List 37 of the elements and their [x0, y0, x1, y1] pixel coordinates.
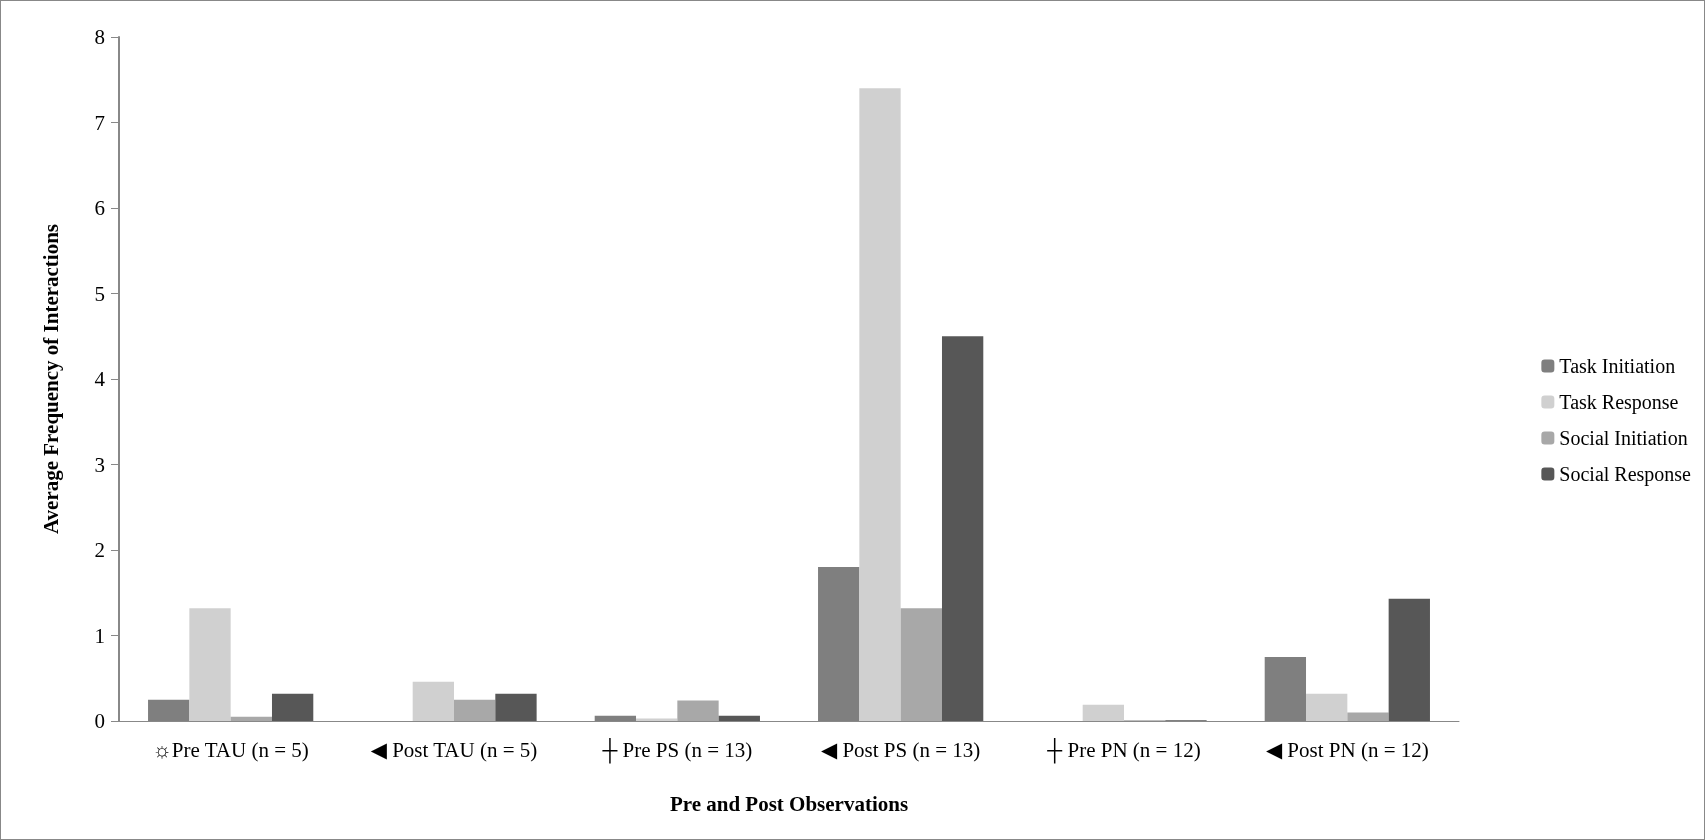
y-tick-label: 4 — [94, 367, 106, 391]
y-tick-label: 1 — [94, 623, 105, 648]
bar — [412, 681, 454, 721]
x-tick-label: ┼ Pre PS (n = 13) — [601, 736, 753, 764]
bar — [454, 699, 496, 721]
y-tick-label: 2 — [94, 538, 105, 562]
y-tick-label: 6 — [94, 196, 105, 220]
x-tick-label: ┼ Pre PN (n = 12) — [1046, 736, 1201, 764]
bar — [189, 608, 231, 721]
x-tick-label: ☼Pre TAU (n = 5) — [152, 737, 309, 762]
legend-label: Task Initiation — [1559, 355, 1676, 377]
bar — [495, 693, 537, 721]
y-tick-label: 7 — [94, 110, 105, 135]
bar — [1306, 693, 1348, 721]
legend-label: Social Response — [1559, 463, 1692, 486]
bar — [677, 700, 719, 721]
bar — [900, 608, 942, 721]
bar — [1347, 712, 1389, 721]
x-tick-label: ◀ Post TAU (n = 5) — [370, 737, 538, 762]
bar — [1082, 704, 1124, 721]
bar — [859, 88, 901, 721]
y-tick-label: 5 — [94, 281, 105, 306]
y-axis-title: Average Frequency of Interactions — [38, 223, 63, 535]
bar — [636, 718, 678, 721]
y-tick-label: 3 — [94, 452, 105, 477]
bar — [718, 715, 760, 721]
y-tick-label: 8 — [94, 25, 105, 49]
bar — [271, 693, 314, 721]
bar — [941, 336, 984, 721]
x-tick-label: ◀ Post PN (n = 12) — [1265, 737, 1429, 762]
y-tick-label: 0 — [94, 709, 105, 733]
bar — [1388, 598, 1430, 721]
legend-label: Task Response — [1559, 391, 1679, 414]
x-tick-label: ◀ Post PS (n = 13) — [821, 737, 981, 762]
legend-label: Social Initiation — [1559, 427, 1688, 449]
bar — [230, 716, 272, 721]
x-axis-title: Pre and Post Observations — [669, 791, 909, 816]
